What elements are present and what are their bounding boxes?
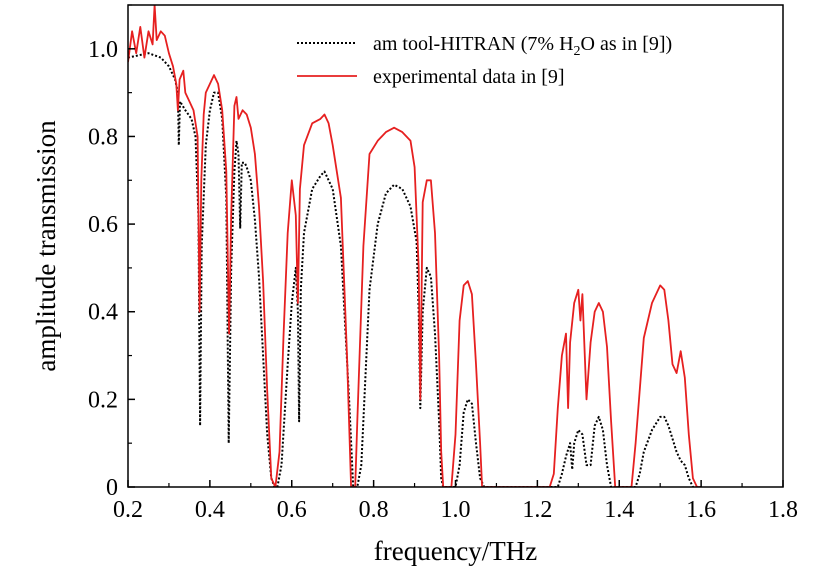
x-tick-label: 1.0: [441, 497, 471, 523]
x-tick-label: 0.8: [359, 497, 389, 523]
y-tick-label: 0: [106, 475, 118, 501]
x-tick-label: 1.2: [522, 497, 552, 523]
y-tick-label: 0.8: [88, 124, 118, 150]
x-tick-label: 1.8: [768, 497, 798, 523]
x-tick-label: 1.4: [604, 497, 634, 523]
legend-label-1: am tool-HITRAN (7% H2O as in [9]): [373, 33, 672, 59]
x-tick-label: 0.4: [195, 497, 225, 523]
y-axis-title: amplitude transmission: [31, 120, 61, 372]
y-tick-label: 0.2: [88, 387, 118, 413]
series-layer: [128, 5, 702, 487]
legend: am tool-HITRAN (7% H2O as in [9]) experim…: [297, 33, 672, 88]
legend-label-2: experimental data in [9]: [373, 66, 565, 88]
x-tick-label: 1.6: [686, 497, 716, 523]
series-line-1: [128, 52, 702, 487]
y-tick-label: 0.4: [88, 300, 118, 326]
x-axis-title: frequency/THz: [374, 536, 537, 566]
x-tick-label: 0.2: [113, 497, 143, 523]
plot-frame: [127, 4, 784, 488]
x-tick-label: 0.6: [277, 497, 307, 523]
y-tick-label: 1.0: [88, 37, 118, 63]
series-line-2: [128, 5, 702, 487]
tick-layer: 0.2 0.4 0.6 0.8 1.0 1.2 1.4 1.6 1.800.20.40.60.8…: [88, 4, 798, 523]
y-tick-label: 0.6: [88, 212, 118, 238]
